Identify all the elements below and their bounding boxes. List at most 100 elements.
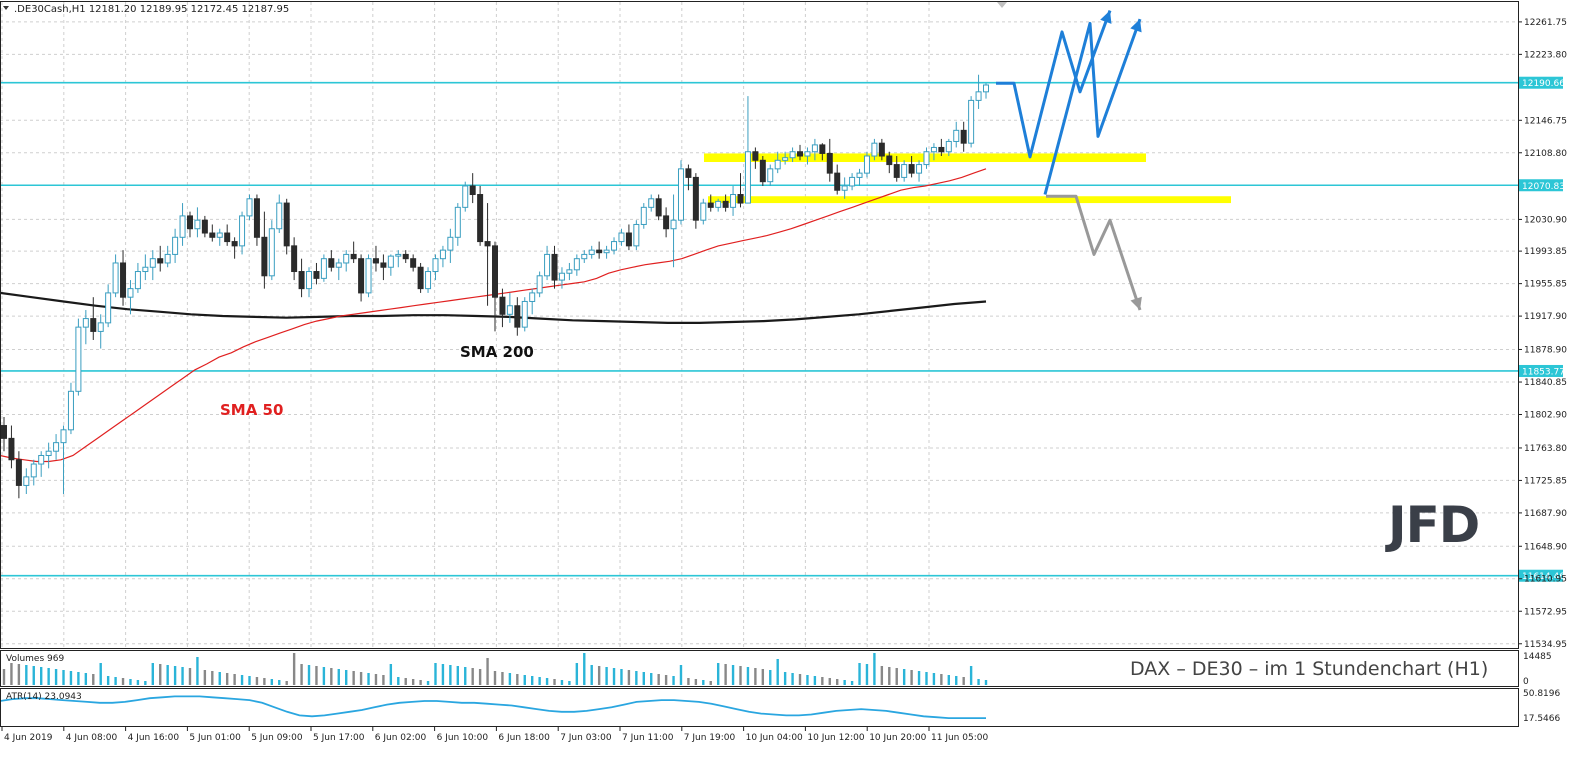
level-price-label: 12190.66	[1522, 79, 1565, 89]
candle-bear	[90, 318, 97, 332]
candle-bull	[715, 200, 722, 208]
candle-bear	[960, 129, 967, 144]
candle-bull	[581, 253, 588, 260]
candle-bull	[112, 262, 119, 294]
time-tick-label: 5 Jun 17:00	[313, 733, 365, 743]
candle-bear	[1, 425, 7, 439]
candle-bear	[224, 232, 231, 243]
price-tick-label: 11955.85	[1524, 280, 1567, 290]
dropdown-triangle-icon[interactable]	[3, 6, 9, 10]
atr-panel-frame	[0, 688, 1519, 727]
candle-bull	[67, 390, 74, 431]
candle-bull	[447, 236, 454, 251]
bullish-scenario-b-head	[1130, 19, 1142, 33]
level-price-tag	[1519, 569, 1563, 582]
candle-bear	[893, 164, 900, 178]
candle-bull	[320, 258, 327, 279]
candle-bear	[492, 245, 498, 298]
bullish-scenario-a	[996, 10, 1112, 159]
bullish-scenario-a-head	[1100, 10, 1112, 24]
candle-bull	[60, 429, 67, 444]
bullish-scenario-b	[1043, 18, 1142, 195]
candle-bull	[871, 142, 878, 157]
atr-line	[0, 695, 986, 719]
candle-bull	[923, 151, 930, 166]
time-tick-label: 6 Jun 02:00	[375, 733, 427, 743]
sma200-annotation: SMA 200	[460, 343, 534, 361]
level-price-label: 11853.77	[1522, 367, 1565, 377]
candle-bull	[975, 91, 982, 101]
price-tick-label: 11725.85	[1524, 476, 1567, 486]
candle-bull	[611, 241, 618, 251]
candle-bull	[462, 185, 469, 208]
candle-bull	[811, 144, 818, 153]
moving-averages	[0, 168, 987, 463]
candle-bull	[45, 450, 52, 456]
time-tick-label: 5 Jun 01:00	[189, 733, 241, 743]
candle-bear	[8, 437, 15, 461]
candle-bull	[38, 454, 45, 465]
candle-bear	[707, 202, 714, 208]
candle-bull	[536, 275, 543, 294]
volume-bars	[2, 653, 988, 685]
candle-bull	[395, 253, 402, 257]
candle-bull	[774, 159, 781, 170]
price-tick-label: 11878.90	[1524, 345, 1567, 355]
candle-bear	[15, 459, 22, 486]
candle-bull	[677, 168, 684, 221]
price-tick-label: 11802.90	[1524, 410, 1567, 420]
candle-bear	[938, 146, 945, 153]
candle-bear	[358, 258, 365, 294]
sma50-annotation: SMA 50	[220, 401, 283, 419]
candle-bull	[172, 236, 179, 255]
candle-bull	[268, 228, 275, 277]
candle-bull	[901, 164, 908, 178]
price-tick-label: 11572.95	[1524, 607, 1567, 617]
candle-bull	[425, 271, 432, 290]
candle-bull	[30, 463, 37, 478]
candle-bear	[477, 194, 484, 243]
candle-bear	[209, 232, 216, 238]
shift-marker-icon[interactable]	[997, 2, 1007, 8]
candle-bull	[343, 253, 350, 264]
candle-bear	[484, 241, 491, 247]
time-tick-label: 7 Jun 03:00	[560, 733, 612, 743]
volume-panel-frame	[0, 650, 1519, 687]
time-tick-label: 7 Jun 11:00	[622, 733, 674, 743]
candle-bear	[298, 271, 305, 290]
candle-bear	[499, 296, 506, 315]
candle-bull	[945, 140, 952, 153]
time-tick-label: 10 Jun 20:00	[869, 733, 926, 743]
time-tick-label: 4 Jun 2019	[4, 733, 53, 743]
candle-bear	[372, 258, 379, 264]
candle-bull	[439, 249, 446, 260]
candle-bull	[744, 151, 751, 204]
candle-bear	[834, 172, 841, 191]
candle-bull	[573, 258, 580, 271]
price-tick-label: 11648.90	[1524, 542, 1567, 552]
candle-bear	[878, 142, 885, 157]
price-tick-label: 11534.95	[1524, 640, 1567, 650]
candle-bull	[387, 255, 394, 268]
price-tick-label: 11687.90	[1524, 509, 1567, 519]
main-panel-frame	[0, 1, 1519, 649]
candle-bull	[782, 157, 789, 161]
candle-bull	[700, 202, 707, 221]
horizontal-levels: 12190.66 12070.83 11853.77 11614.46	[0, 76, 1565, 582]
candle-bull	[558, 272, 565, 281]
candle-bull	[216, 232, 223, 238]
time-tick-label: 10 Jun 12:00	[807, 733, 864, 743]
candle-bull	[105, 292, 112, 324]
candle-bear	[469, 185, 476, 196]
candle-bull	[529, 292, 536, 302]
candle-bull	[603, 249, 610, 254]
candle-bull	[983, 84, 989, 93]
candlesticks	[1, 74, 989, 499]
price-tick-label: 12146.75	[1524, 116, 1567, 126]
candle-bull	[127, 288, 134, 298]
scenario-arrows	[996, 10, 1142, 311]
candle-bear	[655, 198, 662, 217]
candle-bull	[856, 172, 863, 178]
level-price-label: 11614.46	[1522, 572, 1565, 582]
